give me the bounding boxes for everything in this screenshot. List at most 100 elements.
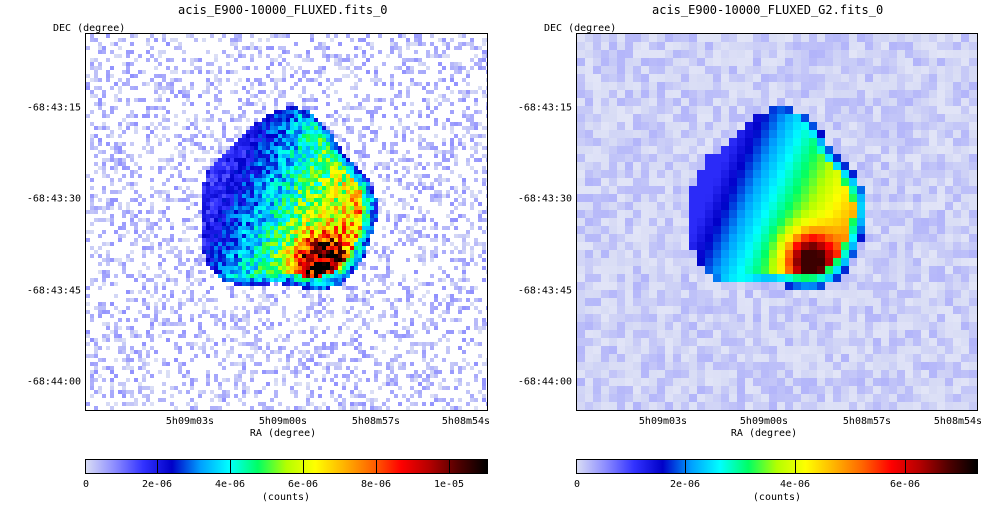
image-pixel — [206, 202, 210, 206]
image-pixel — [114, 330, 118, 334]
image-pixel — [462, 178, 466, 182]
image-pixel — [370, 294, 374, 298]
image-pixel — [482, 378, 486, 382]
image-pixel — [282, 206, 286, 210]
image-pixel — [270, 34, 274, 38]
image-pixel — [737, 154, 745, 162]
image-pixel — [394, 298, 398, 302]
image-pixel — [242, 154, 246, 158]
image-pixel — [134, 214, 138, 218]
image-pixel — [761, 106, 769, 114]
image-pixel — [298, 130, 302, 134]
image-pixel — [338, 202, 342, 206]
image-pixel — [330, 222, 334, 226]
image-pixel — [218, 118, 222, 122]
image-pixel — [346, 146, 350, 150]
image-pixel — [270, 270, 274, 274]
image-pixel — [146, 266, 150, 270]
image-pixel — [118, 90, 122, 94]
image-pixel — [234, 38, 238, 42]
image-pixel — [114, 166, 118, 170]
image-pixel — [310, 142, 314, 146]
image-pixel — [242, 258, 246, 262]
image-pixel — [270, 302, 274, 306]
image-pixel — [170, 394, 174, 398]
image-pixel — [274, 106, 278, 110]
image-pixel — [130, 198, 134, 202]
image-pixel — [214, 354, 218, 358]
image-pixel — [106, 334, 110, 338]
image-pixel — [302, 270, 306, 274]
image-pixel — [322, 162, 326, 166]
image-pixel — [170, 402, 174, 406]
image-pixel — [270, 182, 274, 186]
image-pixel — [274, 338, 278, 342]
image-pixel — [318, 234, 322, 238]
image-pixel — [314, 282, 318, 286]
image-pixel — [250, 170, 254, 174]
image-pixel — [106, 198, 110, 202]
image-pixel — [222, 154, 226, 158]
image-pixel — [382, 278, 386, 282]
image-pixel — [174, 246, 178, 250]
image-pixel — [350, 290, 354, 294]
image-pixel — [278, 158, 282, 162]
image-pixel — [270, 234, 274, 238]
image-pixel — [146, 306, 150, 310]
image-pixel — [294, 106, 298, 110]
image-pixel — [334, 246, 338, 250]
image-pixel — [266, 138, 270, 142]
image-pixel — [298, 206, 302, 210]
image-pixel — [314, 254, 318, 258]
image-plot-raw[interactable] — [85, 33, 488, 411]
image-pixel — [362, 194, 366, 198]
image-pixel — [102, 126, 106, 130]
image-pixel — [142, 402, 146, 406]
image-pixel — [390, 378, 394, 382]
image-pixel — [354, 198, 358, 202]
image-pixel — [310, 250, 314, 254]
image-pixel — [350, 38, 354, 42]
image-pixel — [422, 346, 426, 350]
image-pixel — [286, 318, 290, 322]
image-pixel — [609, 114, 617, 122]
image-pixel — [102, 110, 106, 114]
image-pixel — [218, 150, 222, 154]
image-plot-smoothed[interactable] — [576, 33, 978, 411]
image-pixel — [466, 162, 470, 166]
image-pixel — [254, 198, 258, 202]
image-pixel — [430, 90, 434, 94]
image-pixel — [577, 122, 585, 130]
image-pixel — [482, 54, 486, 58]
image-pixel — [102, 174, 106, 178]
image-pixel — [442, 194, 446, 198]
image-pixel — [705, 42, 713, 50]
image-pixel — [426, 282, 430, 286]
image-pixel — [234, 362, 238, 366]
image-pixel — [362, 394, 366, 398]
image-pixel — [310, 326, 314, 330]
image-pixel — [346, 270, 350, 274]
image-pixel — [897, 146, 905, 154]
image-pixel — [274, 262, 278, 266]
image-pixel — [745, 154, 753, 162]
image-pixel — [406, 114, 410, 118]
image-pixel — [418, 390, 422, 394]
image-pixel — [234, 326, 238, 330]
image-pixel — [430, 238, 434, 242]
image-pixel — [262, 322, 266, 326]
image-pixel — [170, 250, 174, 254]
image-pixel — [921, 42, 929, 50]
image-pixel — [298, 154, 302, 158]
image-pixel — [146, 142, 150, 146]
image-pixel — [422, 350, 426, 354]
image-pixel — [114, 402, 118, 406]
image-pixel — [278, 130, 282, 134]
image-pixel — [857, 130, 865, 138]
image-pixel — [254, 94, 258, 98]
image-pixel — [170, 222, 174, 226]
image-pixel — [318, 162, 322, 166]
image-pixel — [158, 254, 162, 258]
image-pixel — [362, 142, 366, 146]
image-pixel — [218, 382, 222, 386]
